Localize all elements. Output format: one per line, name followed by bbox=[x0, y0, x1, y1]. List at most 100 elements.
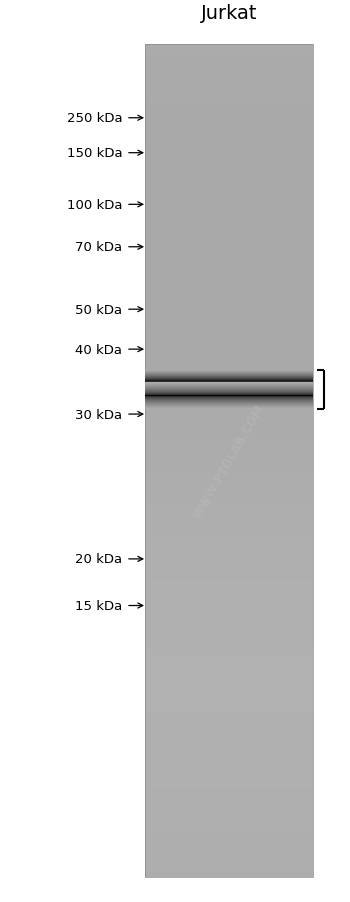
Bar bbox=[145, 284, 313, 287]
Bar bbox=[145, 120, 313, 123]
Text: 250 kDa: 250 kDa bbox=[67, 112, 122, 125]
Bar bbox=[145, 466, 313, 469]
Bar bbox=[145, 272, 313, 275]
Text: 150 kDa: 150 kDa bbox=[67, 147, 122, 160]
Bar bbox=[145, 187, 313, 189]
Bar bbox=[145, 553, 313, 556]
Bar bbox=[145, 311, 313, 314]
Bar bbox=[145, 151, 313, 153]
Bar bbox=[145, 611, 313, 613]
Bar bbox=[145, 649, 313, 652]
Bar bbox=[145, 791, 313, 794]
Bar bbox=[145, 752, 313, 755]
Bar bbox=[145, 262, 313, 264]
Bar bbox=[145, 430, 313, 434]
Bar bbox=[145, 758, 313, 760]
Text: 40 kDa: 40 kDa bbox=[76, 344, 122, 356]
Bar bbox=[145, 835, 313, 838]
Bar bbox=[145, 189, 313, 192]
Bar bbox=[145, 226, 313, 228]
Bar bbox=[145, 359, 313, 362]
Bar bbox=[145, 314, 313, 317]
Bar bbox=[145, 143, 313, 145]
Bar bbox=[145, 613, 313, 616]
Bar bbox=[145, 428, 313, 430]
Bar bbox=[145, 234, 313, 236]
Bar bbox=[145, 696, 313, 700]
Bar bbox=[145, 813, 313, 816]
Bar bbox=[145, 730, 313, 732]
Bar bbox=[145, 256, 313, 259]
Bar bbox=[145, 51, 313, 54]
Bar bbox=[145, 447, 313, 450]
Bar bbox=[145, 123, 313, 125]
Bar bbox=[145, 636, 313, 639]
Bar bbox=[145, 57, 313, 60]
Bar bbox=[145, 445, 313, 447]
Bar bbox=[145, 572, 313, 575]
Bar bbox=[145, 597, 313, 600]
Bar bbox=[145, 398, 313, 400]
Bar bbox=[145, 170, 313, 173]
Bar bbox=[145, 90, 313, 93]
Bar bbox=[145, 326, 313, 328]
Bar bbox=[145, 278, 313, 281]
Bar bbox=[145, 630, 313, 633]
Bar bbox=[145, 414, 313, 417]
Bar bbox=[145, 65, 313, 68]
Bar bbox=[145, 805, 313, 807]
Text: 30 kDa: 30 kDa bbox=[75, 408, 122, 421]
Bar bbox=[145, 558, 313, 561]
Bar bbox=[145, 771, 313, 774]
Bar bbox=[145, 647, 313, 649]
Bar bbox=[145, 628, 313, 630]
Bar bbox=[145, 259, 313, 262]
Bar bbox=[145, 633, 313, 636]
Bar bbox=[145, 391, 313, 395]
Bar bbox=[145, 362, 313, 364]
Bar bbox=[145, 664, 313, 667]
Bar bbox=[145, 176, 313, 179]
Bar bbox=[145, 473, 313, 475]
Bar bbox=[145, 483, 313, 486]
Bar bbox=[145, 505, 313, 509]
Bar bbox=[145, 822, 313, 824]
Bar bbox=[145, 145, 313, 148]
Bar bbox=[145, 140, 313, 143]
Bar bbox=[145, 267, 313, 270]
Bar bbox=[145, 437, 313, 439]
Bar bbox=[145, 724, 313, 727]
Bar bbox=[145, 478, 313, 481]
Bar bbox=[145, 858, 313, 861]
Bar bbox=[145, 605, 313, 608]
Bar bbox=[145, 489, 313, 492]
Bar bbox=[145, 550, 313, 553]
Bar bbox=[145, 306, 313, 308]
Bar bbox=[145, 744, 313, 747]
Bar bbox=[145, 802, 313, 805]
Bar bbox=[145, 750, 313, 752]
Bar bbox=[145, 373, 313, 375]
Bar bbox=[145, 104, 313, 106]
Bar bbox=[145, 669, 313, 672]
Bar bbox=[145, 869, 313, 871]
Bar bbox=[145, 592, 313, 594]
Bar bbox=[145, 395, 313, 398]
Bar bbox=[145, 125, 313, 129]
Bar bbox=[145, 616, 313, 619]
Bar bbox=[145, 389, 313, 391]
Bar bbox=[145, 538, 313, 541]
Bar bbox=[145, 580, 313, 583]
Bar bbox=[145, 469, 313, 473]
Bar bbox=[145, 60, 313, 62]
Bar bbox=[145, 871, 313, 874]
Bar bbox=[145, 239, 313, 243]
Bar bbox=[145, 409, 313, 411]
Text: 20 kDa: 20 kDa bbox=[75, 553, 122, 566]
Bar bbox=[145, 45, 313, 48]
Bar bbox=[145, 101, 313, 104]
Bar bbox=[145, 212, 313, 215]
Bar bbox=[145, 161, 313, 165]
Bar bbox=[145, 106, 313, 109]
Bar bbox=[145, 298, 313, 300]
